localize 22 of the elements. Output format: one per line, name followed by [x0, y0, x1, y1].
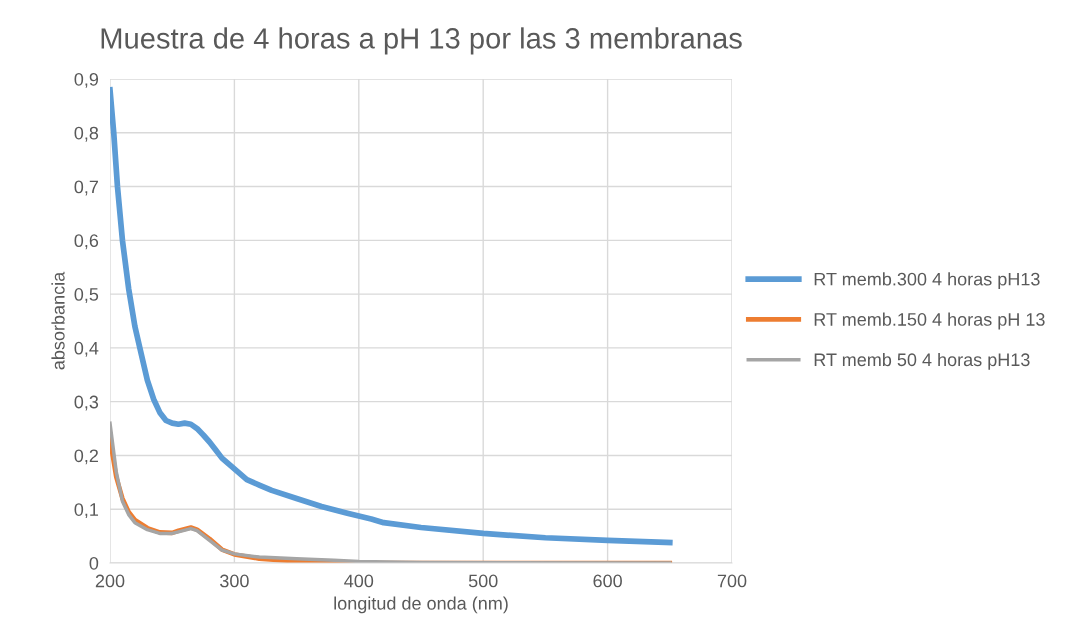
x-tick-label: 400 [344, 574, 374, 588]
y-tick-label: 0,8 [74, 126, 99, 142]
y-tick-label: 0 [89, 556, 99, 570]
x-tick-label: 300 [220, 574, 249, 588]
y-tick-label: 0,7 [74, 180, 98, 196]
legend-label: RT memb.150 4 horas pH 13 [814, 312, 1045, 330]
legend-label: RT memb.300 4 horas pH13 [814, 272, 1040, 290]
y-tick-label: 0,2 [74, 449, 98, 465]
y-tick-label: 0,9 [74, 72, 99, 88]
y-tick-label: 0,3 [74, 395, 99, 411]
chart-title: Muestra de 4 horas a pH 13 por las 3 membranas [101, 27, 742, 55]
x-tick-label: 600 [593, 574, 622, 588]
x-tick-label: 500 [468, 574, 498, 588]
x-tick-label: 700 [717, 574, 747, 588]
y-tick-label: 0,1 [74, 503, 99, 519]
y-tick-label: 0,6 [74, 234, 99, 250]
y-tick-label: 0,4 [74, 341, 99, 357]
x-tick-label: 200 [95, 574, 125, 588]
legend-label: RT memb 50 4 horas pH13 [814, 352, 1030, 370]
y-axis-title: absorbancia [51, 271, 65, 370]
y-tick-label: 0,5 [74, 288, 99, 303]
x-axis-title: longitud de onda (nm) [334, 596, 508, 614]
